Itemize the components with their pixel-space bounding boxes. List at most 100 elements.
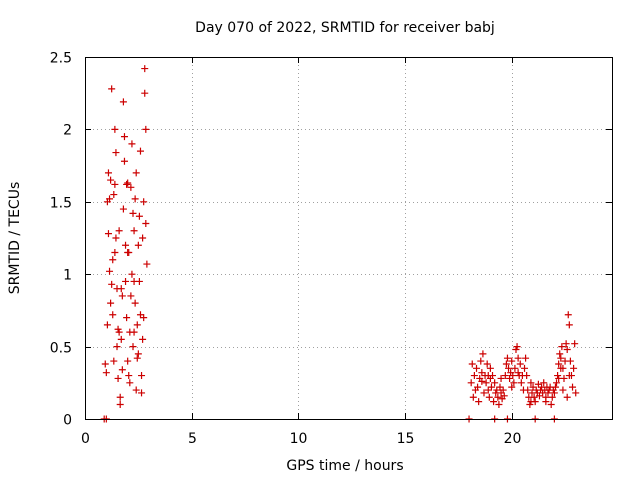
data-point (570, 364, 578, 372)
data-point (485, 393, 493, 401)
y-tick-label: 2 (63, 123, 72, 139)
data-point (505, 364, 513, 372)
data-point (553, 379, 561, 387)
data-point (509, 372, 517, 380)
data-point (542, 398, 550, 406)
data-point (117, 285, 125, 293)
data-point (480, 389, 488, 397)
data-point (484, 372, 492, 380)
data-point (548, 393, 556, 401)
data-point (111, 180, 119, 188)
data-point (468, 360, 476, 368)
data-point (139, 234, 147, 242)
data-point (134, 350, 142, 358)
chart-title: Day 070 of 2022, SRMTID for receiver bab… (195, 20, 495, 36)
data-point (514, 369, 522, 377)
data-point (500, 392, 508, 400)
data-point (109, 311, 117, 319)
data-point (130, 328, 138, 336)
data-points (100, 65, 580, 423)
data-point (104, 169, 112, 177)
data-point (127, 183, 135, 191)
data-point (469, 393, 477, 401)
data-point (566, 357, 574, 365)
data-point (564, 311, 572, 319)
data-point (111, 248, 119, 256)
data-point (511, 364, 519, 372)
data-point (106, 267, 114, 275)
data-point (555, 374, 563, 382)
data-point (132, 386, 140, 394)
data-point (112, 234, 120, 242)
data-point (112, 149, 120, 157)
data-point (523, 372, 531, 380)
data-point (510, 379, 518, 387)
data-point (128, 270, 136, 278)
data-point (122, 277, 130, 285)
y-tick-label: 1 (63, 268, 72, 284)
data-point (129, 209, 137, 217)
data-point (126, 379, 134, 387)
data-point (109, 256, 117, 264)
data-point (556, 350, 564, 358)
data-point (127, 292, 135, 300)
data-point (117, 335, 125, 343)
data-point (550, 389, 558, 397)
data-point (124, 248, 132, 256)
data-point (513, 343, 521, 351)
gridlines (85, 57, 612, 419)
data-point (142, 220, 150, 228)
data-point (136, 147, 144, 155)
data-point (125, 372, 133, 380)
data-point (103, 321, 111, 329)
data-point (123, 314, 131, 322)
data-point (470, 372, 478, 380)
data-point (494, 393, 502, 401)
data-point (116, 393, 124, 401)
data-point (103, 198, 111, 206)
data-point (138, 389, 146, 397)
data-point (107, 176, 115, 184)
data-point (557, 354, 565, 362)
data-point (108, 280, 116, 288)
data-point (563, 393, 571, 401)
x-axis-label: GPS time / hours (286, 458, 403, 474)
data-point (141, 65, 149, 73)
data-point (131, 195, 139, 203)
data-point (501, 372, 509, 380)
data-point (516, 360, 524, 368)
data-point (499, 386, 507, 394)
data-point (503, 354, 511, 362)
data-point (142, 125, 150, 133)
data-point (572, 389, 580, 397)
data-point (124, 357, 132, 365)
data-point (116, 401, 124, 409)
data-point (119, 98, 127, 106)
x-tick-label: 5 (188, 431, 197, 447)
data-point (531, 398, 539, 406)
data-point (111, 125, 119, 133)
data-point (495, 401, 503, 409)
data-point (118, 292, 126, 300)
data-point (497, 374, 505, 382)
data-point (140, 314, 148, 322)
y-tick-label: 2.5 (50, 51, 72, 67)
data-point (120, 157, 128, 165)
data-point (479, 350, 487, 358)
data-point (486, 364, 494, 372)
data-point (551, 383, 559, 391)
y-tick-label: 0 (63, 413, 72, 429)
data-point (130, 227, 138, 235)
data-point (563, 345, 571, 353)
data-point (115, 227, 123, 235)
data-point (487, 383, 495, 391)
data-point (540, 379, 548, 387)
data-point (473, 364, 481, 372)
data-point (133, 354, 141, 362)
data-point (139, 335, 147, 343)
data-point (114, 374, 122, 382)
data-point (514, 354, 522, 362)
data-point (475, 398, 483, 406)
data-point (467, 379, 475, 387)
